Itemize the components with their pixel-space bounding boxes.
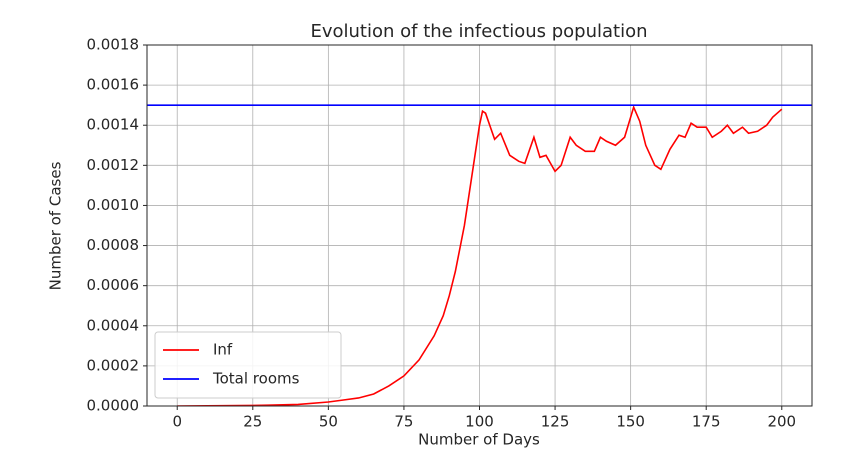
y-axis-label: Number of Cases (47, 161, 65, 290)
y-tick-label: 0.0006 (87, 276, 140, 294)
x-tick-label: 125 (541, 413, 570, 431)
x-tick-label: 100 (465, 413, 494, 431)
x-tick-label: 175 (692, 413, 721, 431)
y-tick-label: 0.0004 (87, 316, 140, 334)
legend-box (154, 331, 342, 399)
y-tick-label: 0.0016 (87, 76, 140, 94)
x-tick-label: 150 (616, 413, 645, 431)
plot-frame (146, 44, 813, 407)
y-tick-label: 0.0012 (87, 156, 140, 174)
y-tick-label: 0.0018 (87, 36, 140, 54)
data-line (177, 104, 783, 406)
x-axis-label: Number of Days (418, 431, 540, 449)
x-tick-label: 75 (394, 413, 413, 431)
y-tick-label: 0.0002 (87, 356, 140, 374)
x-tick-label: 200 (767, 413, 796, 431)
y-tick-label: 0.0014 (87, 116, 140, 134)
chart-title: Evolution of the infectious population (310, 21, 647, 42)
y-tick-label: 0.0008 (87, 236, 140, 254)
y-tick-label: 0.0000 (87, 397, 140, 415)
legend-label: Total rooms (212, 370, 300, 388)
x-tick-label: 25 (243, 413, 262, 431)
legend-label: Inf (213, 341, 233, 359)
y-tick-label: 0.0010 (87, 196, 140, 214)
x-tick-label: 50 (319, 413, 338, 431)
x-tick-label: 0 (172, 413, 182, 431)
